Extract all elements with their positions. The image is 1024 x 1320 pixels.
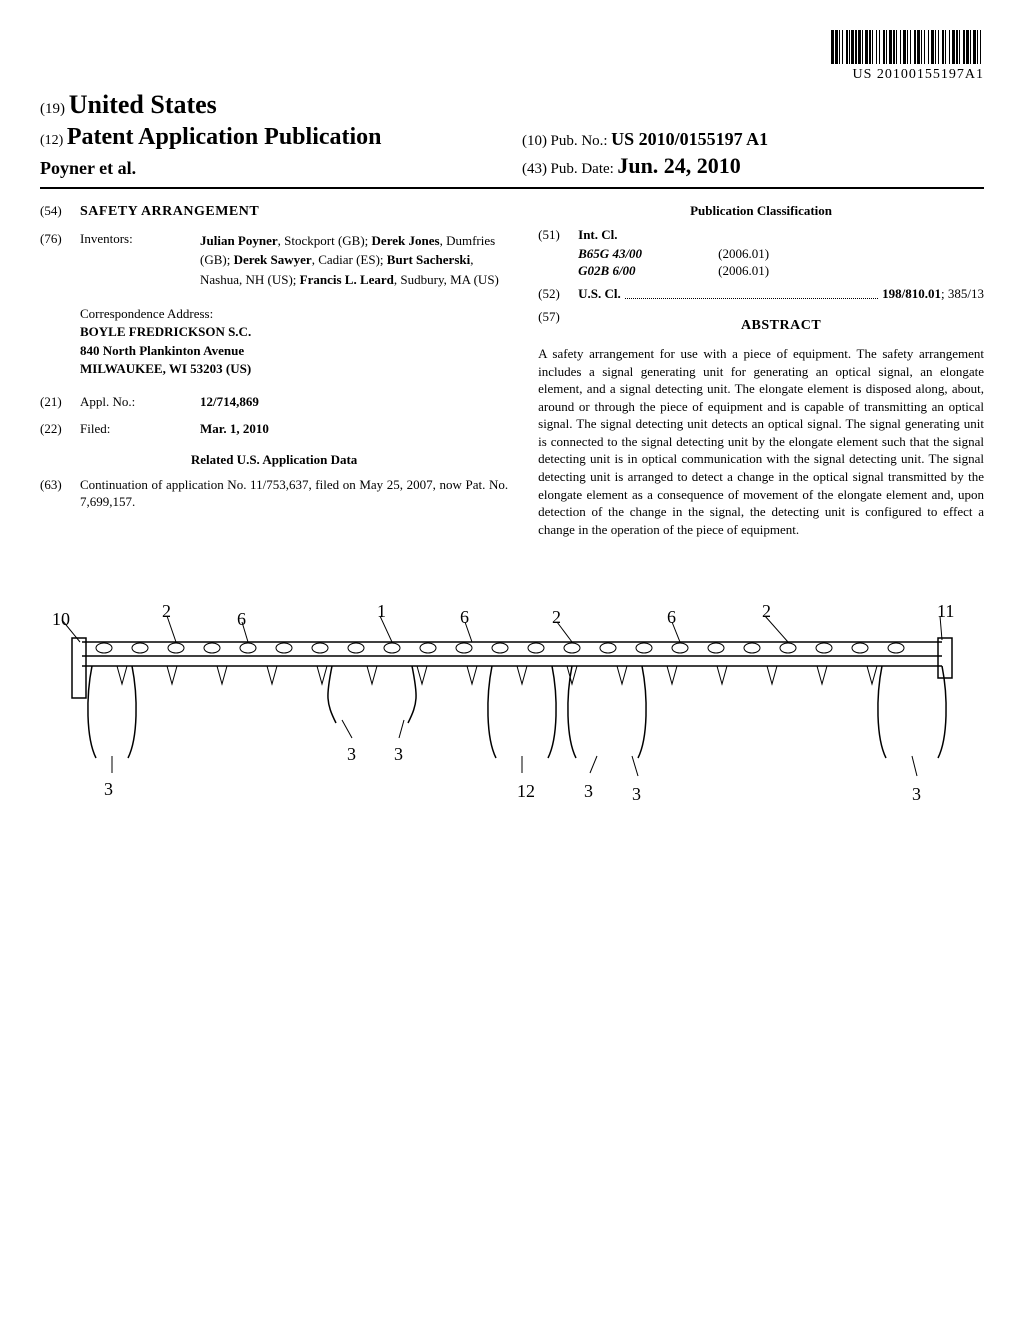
invention-title: SAFETY ARRANGEMENT bbox=[80, 203, 259, 221]
figure-reference-label: 2 bbox=[762, 600, 771, 623]
figure-reference-label: 6 bbox=[460, 606, 469, 629]
country-line: (19) United States bbox=[40, 88, 502, 122]
pubno-line: (10) Pub. No.: US 2010/0155197 A1 bbox=[522, 128, 984, 152]
cont-code: (63) bbox=[40, 477, 80, 511]
pubno-label: Pub. No.: bbox=[551, 133, 608, 149]
filed-date: Mar. 1, 2010 bbox=[200, 421, 508, 438]
cont-text: Continuation of application No. 11/753,6… bbox=[80, 477, 508, 511]
appl-row: (21) Appl. No.: 12/714,869 bbox=[40, 394, 508, 411]
uscl-code: (52) bbox=[538, 286, 578, 303]
figure-reference-label: 6 bbox=[237, 608, 246, 631]
figure-reference-label: 2 bbox=[552, 606, 561, 629]
filed-label: Filed: bbox=[80, 421, 200, 438]
right-column: Publication Classification (51) Int. Cl.… bbox=[538, 203, 984, 539]
corr-label: Correspondence Address: bbox=[80, 305, 508, 323]
figure-reference-label: 12 bbox=[517, 780, 535, 803]
barcode-region: US 20100155197A1 bbox=[40, 30, 984, 84]
figure-reference-label: 3 bbox=[394, 743, 403, 766]
corr-lines: BOYLE FREDRICKSON S.C.840 North Plankint… bbox=[80, 323, 508, 378]
figure-svg bbox=[42, 588, 982, 808]
figure-reference-label: 2 bbox=[162, 600, 171, 623]
figure-reference-label: 1 bbox=[377, 600, 386, 623]
related-header: Related U.S. Application Data bbox=[40, 452, 508, 469]
figure-reference-label: 6 bbox=[667, 606, 676, 629]
uscl-val: 198/810.01 bbox=[882, 286, 941, 301]
figure-reference-label: 10 bbox=[52, 608, 70, 631]
figure-reference-label: 11 bbox=[937, 600, 954, 623]
pubno: US 2010/0155197 A1 bbox=[611, 129, 768, 149]
barcode: US 20100155197A1 bbox=[831, 30, 984, 84]
country-name: United States bbox=[69, 90, 217, 119]
inventors-row: (76) Inventors: Julian Poyner, Stockport… bbox=[40, 231, 508, 290]
appl-label: Appl. No.: bbox=[80, 394, 200, 411]
pub-date: Jun. 24, 2010 bbox=[617, 153, 740, 178]
figure-reference-label: 3 bbox=[912, 783, 921, 806]
code-date: (43) bbox=[522, 161, 547, 177]
header-right: (10) Pub. No.: US 2010/0155197 A1 (43) P… bbox=[502, 128, 984, 180]
uscl-row: (52) U.S. Cl. 198/810.01; 385/13 bbox=[538, 286, 984, 303]
columns: (54) SAFETY ARRANGEMENT (76) Inventors: … bbox=[40, 203, 984, 539]
pubclass-header: Publication Classification bbox=[538, 203, 984, 220]
inv-code: (76) bbox=[40, 231, 80, 290]
code-pubno: (10) bbox=[522, 133, 547, 149]
inventors-list: Julian Poyner, Stockport (GB); Derek Jon… bbox=[200, 231, 508, 290]
header-row: (19) United States (12) Patent Applicati… bbox=[40, 88, 984, 188]
appl-no: 12/714,869 bbox=[200, 394, 508, 411]
intcl-label: Int. Cl. bbox=[578, 227, 984, 244]
filed-code: (22) bbox=[40, 421, 80, 438]
uscl-dots bbox=[625, 286, 878, 299]
intcl-row: (51) Int. Cl. bbox=[538, 227, 984, 244]
figure-reference-label: 3 bbox=[104, 778, 113, 801]
barcode-pub-number: US 20100155197A1 bbox=[831, 66, 984, 84]
intcl-rows: B65G 43/00(2006.01)G02B 6/00(2006.01) bbox=[538, 246, 984, 280]
date-line: (43) Pub. Date: Jun. 24, 2010 bbox=[522, 152, 984, 181]
intcl-code: (51) bbox=[538, 227, 578, 244]
date-label: Pub. Date: bbox=[551, 161, 614, 177]
continuation-row: (63) Continuation of application No. 11/… bbox=[40, 477, 508, 511]
authors-line: Poyner et al. bbox=[40, 157, 502, 180]
filed-row: (22) Filed: Mar. 1, 2010 bbox=[40, 421, 508, 438]
code-country: (19) bbox=[40, 101, 65, 117]
uscl-label: U.S. Cl. bbox=[578, 286, 621, 303]
figure-reference-label: 3 bbox=[347, 743, 356, 766]
title-row: (54) SAFETY ARRANGEMENT bbox=[40, 203, 508, 221]
pub-title: Patent Application Publication bbox=[67, 124, 382, 150]
uscl-val2: ; 385/13 bbox=[941, 286, 984, 301]
inv-label: Inventors: bbox=[80, 231, 200, 290]
figure-reference-label: 3 bbox=[632, 783, 641, 806]
correspondence-block: Correspondence Address: BOYLE FREDRICKSO… bbox=[80, 305, 508, 378]
pub-title-line: (12) Patent Application Publication bbox=[40, 122, 502, 153]
code-pub: (12) bbox=[40, 133, 63, 148]
abstract-header: ABSTRACT bbox=[578, 317, 984, 335]
figure-area: 10 2 6 1 6 2 6 2 11 3 3 3 12 3 3 3 bbox=[42, 588, 982, 808]
left-column: (54) SAFETY ARRANGEMENT (76) Inventors: … bbox=[40, 203, 508, 539]
abstract-text: A safety arrangement for use with a piec… bbox=[538, 345, 984, 538]
appl-code: (21) bbox=[40, 394, 80, 411]
title-code: (54) bbox=[40, 203, 80, 221]
abs-code: (57) bbox=[538, 309, 578, 343]
barcode-stripes bbox=[831, 30, 984, 64]
abstract-code-row: (57) ABSTRACT bbox=[538, 309, 984, 343]
header-left: (19) United States (12) Patent Applicati… bbox=[40, 88, 502, 180]
uscl-values: 198/810.01; 385/13 bbox=[882, 286, 984, 303]
figure-reference-label: 3 bbox=[584, 780, 593, 803]
